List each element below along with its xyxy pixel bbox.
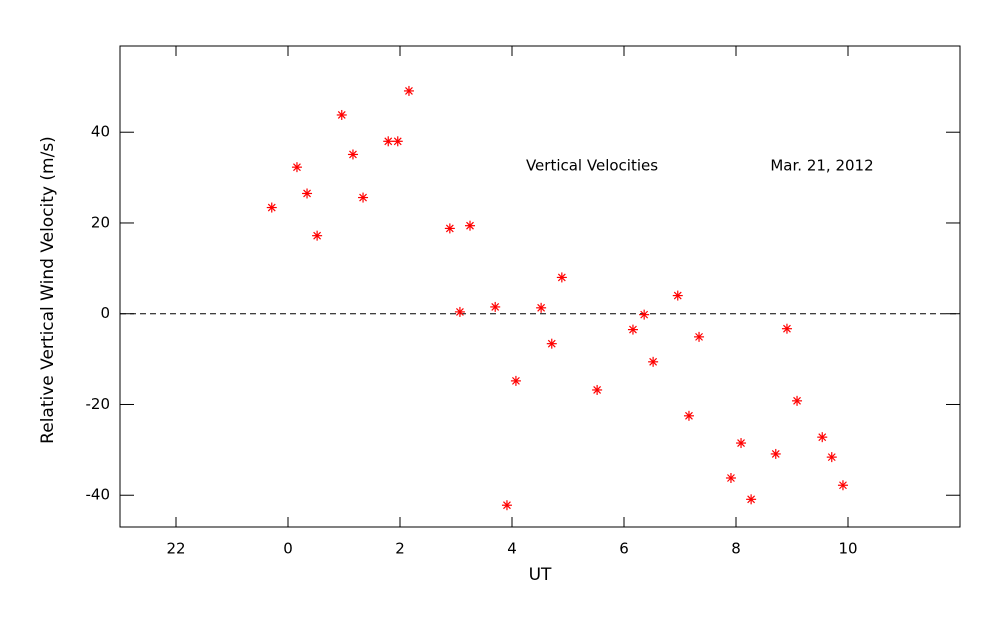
x-tick-label: 10 [838, 540, 857, 558]
point-stroke [293, 163, 301, 172]
plot-frame [119, 45, 961, 528]
point-stroke [303, 189, 311, 198]
point [546, 338, 557, 349]
point-stroke [818, 433, 827, 442]
point-stroke [445, 224, 454, 233]
point [347, 149, 358, 160]
point [781, 323, 792, 334]
point [817, 432, 828, 443]
point [746, 494, 757, 505]
x-tick-label: 8 [731, 540, 741, 558]
y-tick-label: -40 [86, 486, 111, 504]
point-stroke [455, 307, 464, 316]
point [403, 85, 414, 96]
point-stroke [384, 137, 393, 146]
point-stroke [405, 86, 413, 95]
point [536, 302, 547, 313]
point-stroke [695, 332, 703, 341]
point [392, 136, 403, 147]
y-tick-label: 0 [100, 304, 110, 322]
point-stroke [747, 495, 756, 504]
point [627, 324, 638, 335]
annotation: Vertical Velocities [526, 157, 658, 175]
point [736, 438, 747, 449]
point [444, 223, 455, 234]
point [510, 375, 521, 386]
y-tick-label: 40 [91, 123, 110, 141]
x-tick-label: 4 [507, 540, 517, 558]
point-stroke [337, 111, 346, 119]
point-stroke [359, 193, 367, 202]
y-tick-label: 20 [91, 213, 110, 231]
point-stroke [827, 453, 836, 462]
point [266, 202, 277, 213]
point [336, 109, 347, 120]
point-stroke [593, 386, 602, 394]
point [383, 136, 394, 147]
point [556, 272, 567, 283]
point-stroke [466, 221, 474, 230]
point [490, 301, 501, 312]
y-tick-label: -20 [86, 395, 111, 413]
point [826, 452, 837, 463]
point-stroke [793, 396, 801, 405]
point-stroke [839, 481, 847, 490]
point-stroke [557, 273, 566, 282]
point-stroke [673, 291, 682, 300]
point-stroke [547, 339, 556, 348]
x-tick-label: 2 [395, 540, 405, 558]
point-stroke [491, 302, 500, 311]
x-axis-label: UT [529, 565, 552, 585]
point [792, 395, 803, 406]
point-stroke [771, 450, 780, 458]
point [592, 384, 603, 395]
point [639, 309, 650, 320]
point [454, 306, 465, 317]
point-stroke [511, 376, 520, 385]
point-stroke [649, 357, 658, 366]
point [465, 220, 475, 231]
point-stroke [783, 324, 791, 333]
point [648, 356, 659, 367]
x-tick-label: 6 [619, 540, 629, 558]
point-stroke [727, 474, 735, 482]
point-stroke [267, 203, 276, 212]
point-stroke [629, 325, 637, 334]
annotation: Mar. 21, 2012 [770, 157, 873, 175]
point [302, 188, 313, 199]
y-axis-label: Relative Vertical Wind Velocity (m/s) [38, 136, 58, 444]
point [837, 480, 848, 491]
x-tick-label: 22 [166, 540, 185, 558]
point [358, 192, 369, 203]
point [770, 448, 781, 459]
point-stroke [349, 150, 357, 159]
x-tick-label: 0 [283, 540, 293, 558]
point [694, 331, 705, 342]
point-stroke [685, 411, 693, 420]
point [683, 410, 694, 421]
point-stroke [393, 137, 402, 146]
point [725, 472, 736, 483]
point-stroke [537, 303, 546, 312]
point [501, 500, 512, 511]
point [312, 230, 323, 241]
point-stroke [640, 310, 649, 319]
point [672, 290, 683, 301]
point-stroke [503, 501, 511, 510]
point-stroke [737, 439, 745, 447]
point-stroke [313, 231, 322, 240]
point [291, 162, 302, 173]
